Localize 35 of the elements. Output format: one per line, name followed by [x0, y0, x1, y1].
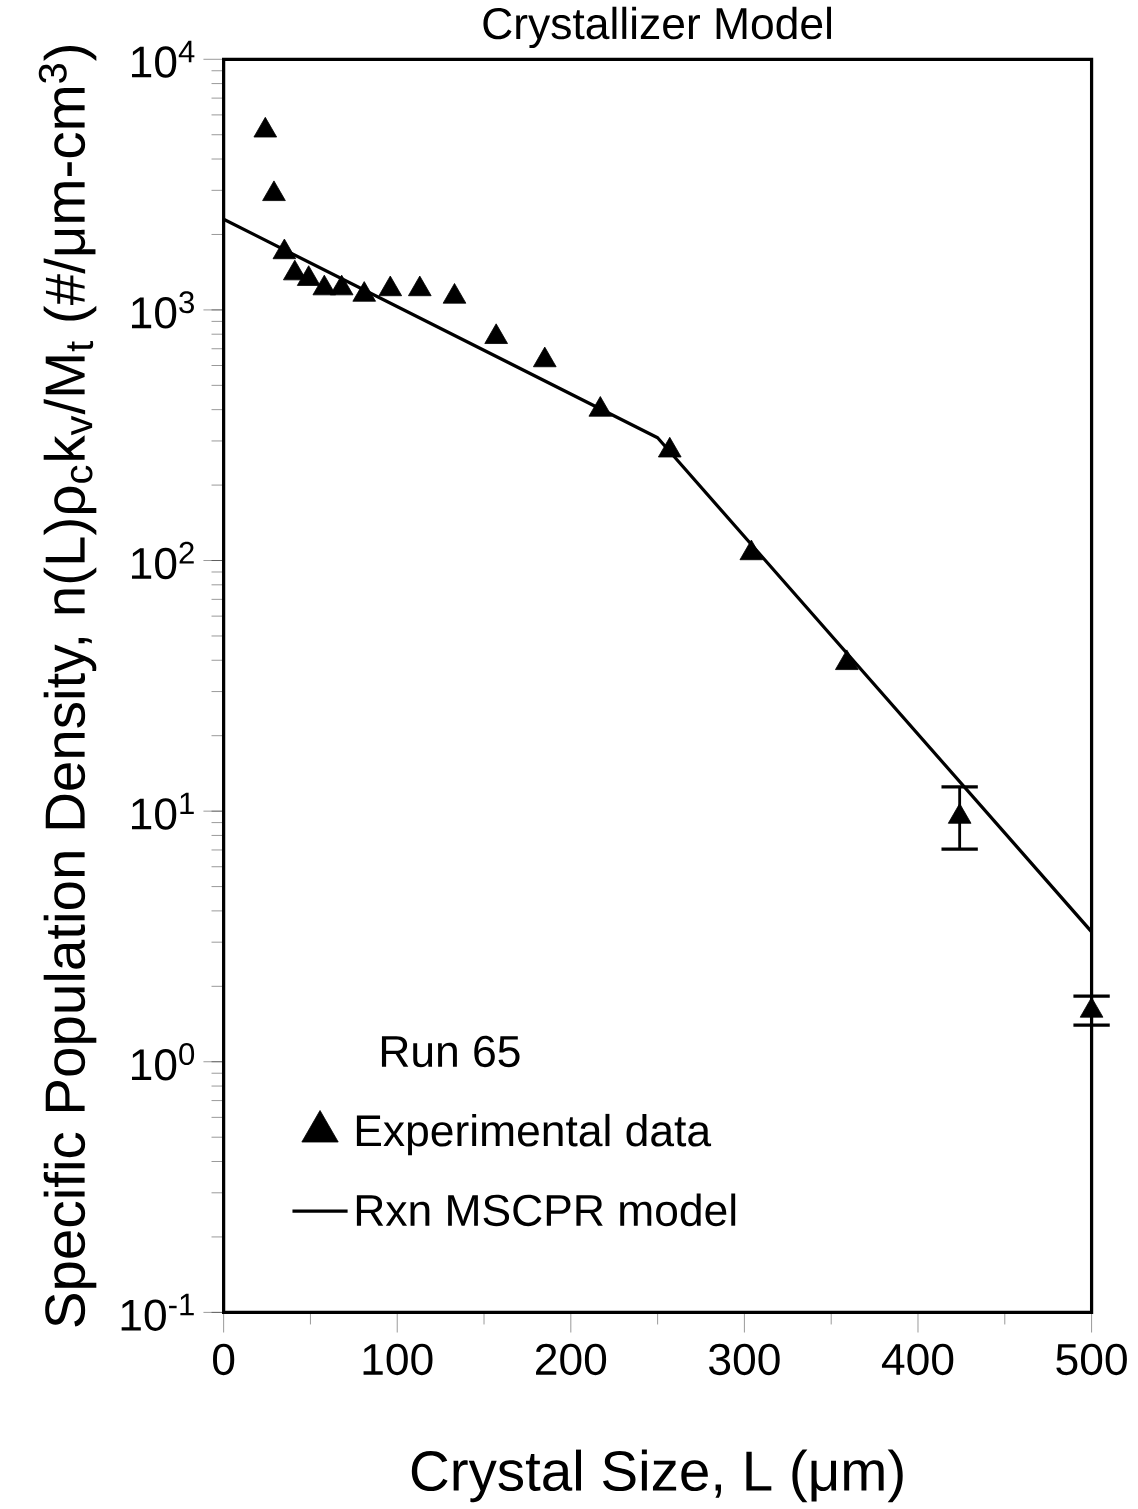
- point: [352, 281, 377, 302]
- point: [658, 436, 682, 458]
- y-tick-label: 10$^{1}$: [132, 792, 194, 830]
- point: [484, 323, 509, 344]
- point: [262, 180, 286, 201]
- point: [253, 116, 278, 138]
- point: [588, 396, 613, 417]
- point: [272, 238, 297, 260]
- y-tick-label: 10$^{2}$: [132, 541, 194, 580]
- y-tick-label: 10$^{4}$: [132, 40, 195, 78]
- point: [329, 274, 354, 296]
- point: [947, 803, 972, 824]
- point: [835, 649, 859, 670]
- x-tick-label: 200: [536, 1343, 607, 1376]
- x-axis-title: Crystal Size, L (μm): [411, 1449, 903, 1503]
- y-tick-label: 10$^{0}$: [132, 1043, 195, 1081]
- x-tick-label: 300: [709, 1343, 780, 1376]
- legend-label: Experimental data: [356, 1113, 712, 1156]
- point: [378, 275, 403, 297]
- annotation: Run 65: [382, 1035, 520, 1068]
- point: [296, 265, 321, 286]
- x-tick-label: 0: [213, 1343, 235, 1376]
- x-tick-label: 500: [1056, 1343, 1127, 1376]
- y-tick-label: 10$^{-1}$: [121, 1293, 194, 1331]
- y-tick-label: 10$^{3}$: [132, 291, 195, 329]
- point: [442, 283, 467, 304]
- point: [533, 346, 557, 368]
- x-tick-label: 400: [882, 1343, 954, 1376]
- legend-label: Rxn MSCPR model: [356, 1193, 736, 1227]
- text: Specific Population Density, n(L)ρ$_{c}$k$_{v}$/M$_{t}$ (#/μm-cm$^{3}$): [38, 46, 97, 1327]
- point: [408, 275, 432, 297]
- x-tick-label: 100: [363, 1343, 433, 1376]
- point: [739, 539, 764, 561]
- point: [1079, 997, 1104, 1018]
- chart-title: Crystallizer Model: [483, 6, 832, 49]
